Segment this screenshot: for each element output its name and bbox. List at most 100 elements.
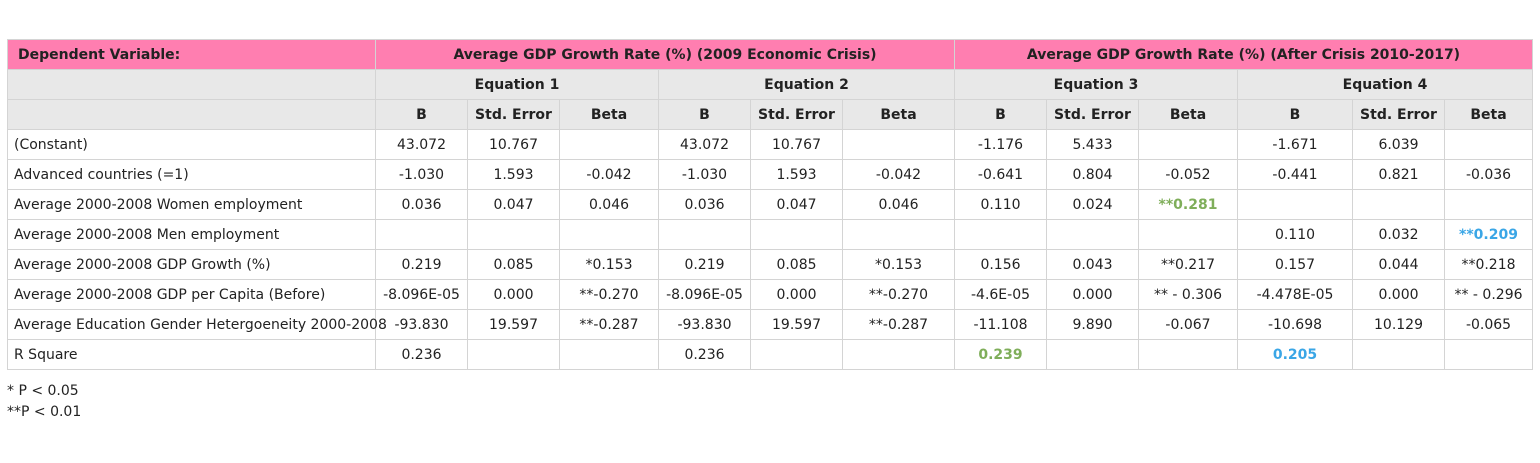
table-cell: 0.110 bbox=[954, 189, 1047, 220]
table-cell: 10.767 bbox=[467, 129, 560, 160]
table-cell: 43.072 bbox=[375, 129, 468, 160]
table-cell: -1.176 bbox=[954, 129, 1047, 160]
note-p05: * P < 0.05 bbox=[7, 383, 79, 399]
table-cell bbox=[1138, 129, 1238, 160]
table-cell bbox=[842, 339, 955, 370]
table-cell: 0.046 bbox=[559, 189, 659, 220]
column-header: Std. Error bbox=[1046, 99, 1139, 130]
equation-2-header: Equation 2 bbox=[658, 69, 955, 100]
table-cell: *0.153 bbox=[559, 249, 659, 280]
equation-4-header: Equation 4 bbox=[1236, 69, 1534, 100]
table-cell: **-0.287 bbox=[842, 309, 955, 340]
table-cell: *0.153 bbox=[842, 249, 955, 280]
table-cell bbox=[375, 219, 468, 250]
table-cell bbox=[1443, 339, 1534, 370]
table-row: Advanced countries (=1) -1.030 1.593 -0.042… bbox=[7, 159, 1534, 190]
table-cell bbox=[1352, 339, 1445, 370]
row-label: Average 2000-2008 GDP per Capita (Before… bbox=[7, 279, 376, 310]
column-header: B bbox=[1237, 99, 1353, 130]
table-cell bbox=[842, 219, 955, 250]
table-cell: 0.032 bbox=[1352, 219, 1445, 250]
table-cell: 0.085 bbox=[750, 249, 843, 280]
table-cell: 0.046 bbox=[842, 189, 955, 220]
table-cell: 0.047 bbox=[750, 189, 843, 220]
table-cell: **-0.270 bbox=[559, 279, 659, 310]
table-cell: -0.441 bbox=[1237, 159, 1353, 190]
column-header: Std. Error bbox=[467, 99, 560, 130]
table-cell: 0.157 bbox=[1237, 249, 1353, 280]
group-header-crisis: Average GDP Growth Rate (%) (2009 Econom… bbox=[375, 39, 955, 70]
table-cell: 10.767 bbox=[750, 129, 843, 160]
table-cell: 0.036 bbox=[375, 189, 468, 220]
table-cell: 0.043 bbox=[1046, 249, 1139, 280]
column-header: B bbox=[954, 99, 1047, 130]
table-header-row: Dependent Variable: Average GDP Growth R… bbox=[7, 39, 1534, 70]
group-header-after-crisis: Average GDP Growth Rate (%) (After Crisi… bbox=[953, 39, 1534, 70]
column-header: Beta bbox=[1138, 99, 1238, 130]
table-cell: 0.804 bbox=[1046, 159, 1139, 190]
table-cell: -10.698 bbox=[1237, 309, 1353, 340]
table-cell: 0.821 bbox=[1352, 159, 1445, 190]
table-cell: -4.6E-05 bbox=[954, 279, 1047, 310]
table-cell: 43.072 bbox=[658, 129, 751, 160]
table-row: Average 2000-2008 Women employment 0.036 0… bbox=[7, 189, 1534, 220]
table-cell bbox=[1138, 339, 1238, 370]
blank-cell bbox=[7, 99, 376, 130]
table-cell: -0.641 bbox=[954, 159, 1047, 190]
table-row: Average 2000-2008 GDP Growth (%) 0.219 0.0… bbox=[7, 249, 1534, 280]
table-row: (Constant) 43.072 10.767 43.072 10.767 -1.176… bbox=[7, 129, 1534, 160]
table-cell: **-0.270 bbox=[842, 279, 955, 310]
row-label: (Constant) bbox=[7, 129, 376, 160]
table-cell: 0.219 bbox=[375, 249, 468, 280]
table-cell bbox=[954, 219, 1047, 250]
table-cell: -93.830 bbox=[375, 309, 468, 340]
table-cell: -0.067 bbox=[1138, 309, 1238, 340]
table-cell bbox=[1046, 219, 1139, 250]
table-cell bbox=[1046, 339, 1139, 370]
table-cell: 0.085 bbox=[467, 249, 560, 280]
table-cell: ** - 0.296 bbox=[1443, 279, 1534, 310]
table-cell: 6.039 bbox=[1352, 129, 1445, 160]
table-cell: 19.597 bbox=[750, 309, 843, 340]
significance-notes: * P < 0.05 **P < 0.01 bbox=[7, 381, 81, 423]
table-cell bbox=[1443, 129, 1534, 160]
column-header: Beta bbox=[1443, 99, 1534, 130]
table-cell: 0.036 bbox=[658, 189, 751, 220]
equation-header-row: Equation 1 Equation 2 Equation 3 Equatio… bbox=[7, 69, 1534, 100]
row-label: Average Education Gender Hetergoeneity 2… bbox=[7, 309, 387, 340]
table-cell: 0.000 bbox=[467, 279, 560, 310]
column-header: Std. Error bbox=[750, 99, 843, 130]
table-cell: 0.236 bbox=[375, 339, 468, 370]
table-cell: -1.671 bbox=[1237, 129, 1353, 160]
table-cell: 1.593 bbox=[750, 159, 843, 190]
table-cell: -0.042 bbox=[842, 159, 955, 190]
table-cell: -1.030 bbox=[658, 159, 751, 190]
row-label: R Square bbox=[7, 339, 376, 370]
equation-1-header: Equation 1 bbox=[375, 69, 659, 100]
column-header: Std. Error bbox=[1352, 99, 1445, 130]
table-cell: **0.218 bbox=[1443, 249, 1534, 280]
column-header: Beta bbox=[842, 99, 955, 130]
table-row: Average 2000-2008 Men employment 0.110 0.0… bbox=[7, 219, 1534, 250]
table-cell bbox=[1352, 189, 1445, 220]
table-cell: 0.110 bbox=[1237, 219, 1353, 250]
table-cell: **0.281 bbox=[1138, 189, 1238, 220]
table-cell bbox=[1138, 219, 1238, 250]
table-cell bbox=[842, 129, 955, 160]
dependent-variable-label: Dependent Variable: bbox=[7, 39, 376, 70]
table-cell bbox=[559, 339, 659, 370]
row-label: Advanced countries (=1) bbox=[7, 159, 376, 190]
table-cell bbox=[1443, 189, 1534, 220]
table-cell bbox=[658, 219, 751, 250]
table-cell: -93.830 bbox=[658, 309, 751, 340]
table-cell bbox=[467, 339, 560, 370]
table-cell bbox=[559, 129, 659, 160]
table-cell: -0.065 bbox=[1443, 309, 1534, 340]
table-cell bbox=[467, 219, 560, 250]
table-cell: 0.219 bbox=[658, 249, 751, 280]
table-cell: 1.593 bbox=[467, 159, 560, 190]
table-cell: 0.205 bbox=[1237, 339, 1353, 370]
column-header: Beta bbox=[559, 99, 659, 130]
table-cell: 9.890 bbox=[1046, 309, 1139, 340]
table-cell bbox=[1237, 189, 1353, 220]
